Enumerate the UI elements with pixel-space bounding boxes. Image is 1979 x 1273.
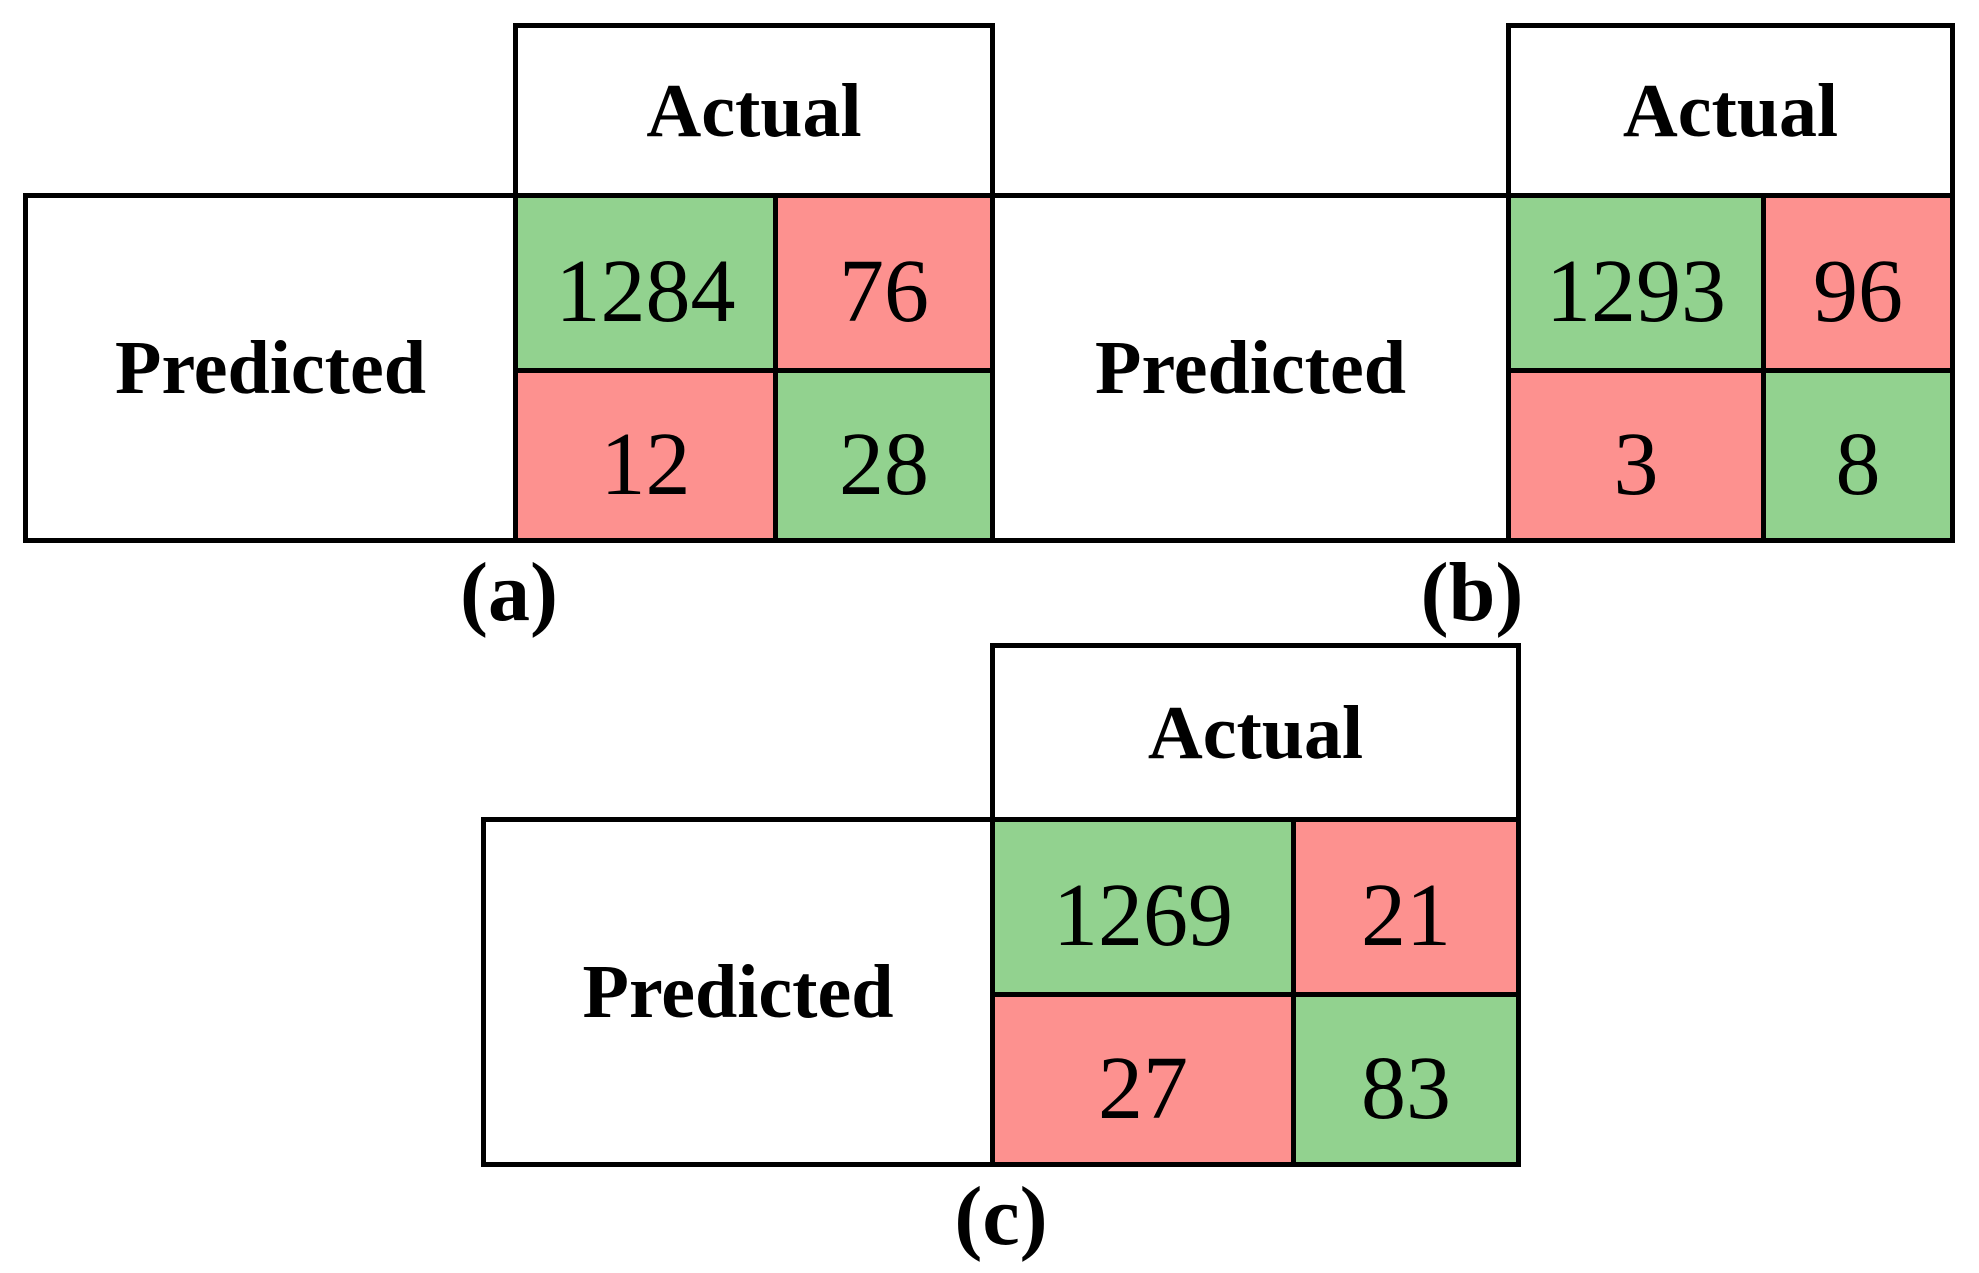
cell-b-row1-col0: 3 (1506, 368, 1766, 543)
cell-a-row0-col0: 1284 (513, 193, 778, 373)
actual-header-label-c: Actual (1147, 690, 1364, 775)
caption-a: (a) (460, 546, 558, 639)
cell-c-row1-col0: 27 (990, 992, 1296, 1167)
cell-c-row1-col1: 83 (1291, 992, 1521, 1167)
actual-header-box-a: Actual (513, 23, 995, 198)
predicted-header-box-a: Predicted (23, 193, 518, 543)
cell-a-row0-col1: 76 (773, 193, 995, 373)
cell-c-row0-col0: 1269 (990, 817, 1296, 997)
cell-a-row1-col1: 28 (773, 368, 995, 543)
caption-b: (b) (1420, 546, 1524, 639)
caption-c: (c) (954, 1170, 1048, 1263)
cell-a-row1-col0: 12 (513, 368, 778, 543)
actual-header-box-b: Actual (1506, 23, 1955, 198)
predicted-header-label-b: Predicted (1095, 326, 1406, 410)
actual-header-box-c: Actual (990, 643, 1521, 822)
cell-b-row0-col1: 96 (1761, 193, 1955, 373)
cell-b-row0-col0: 1293 (1506, 193, 1766, 373)
predicted-header-label-a: Predicted (115, 326, 426, 410)
actual-header-label-b: Actual (1622, 68, 1839, 153)
predicted-header-box-b: Predicted (990, 193, 1511, 543)
actual-header-label-a: Actual (646, 68, 862, 153)
predicted-header-label-c: Predicted (582, 950, 894, 1034)
predicted-header-box-c: Predicted (481, 817, 995, 1167)
cell-b-row1-col1: 8 (1761, 368, 1955, 543)
cell-c-row0-col1: 21 (1291, 817, 1521, 997)
